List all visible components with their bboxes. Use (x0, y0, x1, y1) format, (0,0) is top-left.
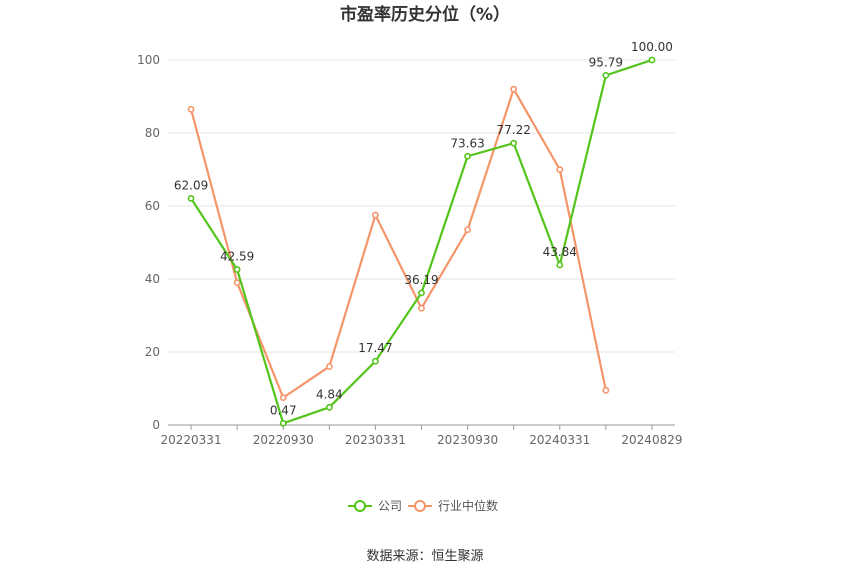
data-point-industry-median[interactable] (187, 105, 195, 113)
x-tick-label: 20220930 (253, 433, 314, 447)
series-line-company (190, 58, 653, 425)
series-line-industry-median (189, 88, 607, 399)
data-point-industry-median[interactable] (464, 226, 471, 234)
data-point-company[interactable] (602, 71, 610, 79)
x-tick-label: 20220331 (161, 433, 222, 447)
y-tick-label: 80 (145, 126, 160, 140)
data-point-industry-median[interactable] (556, 166, 564, 173)
data-point-company[interactable] (325, 403, 333, 411)
gridlines (168, 59, 675, 353)
data-point-company[interactable] (510, 139, 518, 147)
data-point-industry-median[interactable] (279, 394, 287, 402)
data-point-company[interactable] (418, 289, 425, 297)
legend-label: 公司 (378, 499, 402, 513)
data-point-company[interactable] (187, 194, 195, 202)
data-point-company[interactable] (372, 357, 379, 365)
data-label: 42.59 (220, 250, 254, 264)
data-point-company[interactable] (648, 56, 656, 64)
y-tick-label: 100 (137, 53, 160, 67)
data-label: 36.19 (404, 273, 438, 287)
y-tick-label: 40 (145, 272, 160, 286)
data-label: 73.63 (450, 136, 484, 150)
data-point-industry-median[interactable] (325, 363, 333, 370)
data-point-industry-median[interactable] (418, 304, 425, 312)
source-note: 数据来源：恒生聚源 (366, 549, 483, 564)
data-point-industry-median[interactable] (602, 386, 610, 394)
y-tick-label: 0 (152, 418, 160, 432)
data-point-industry-median[interactable] (372, 211, 379, 219)
legend-label: 行业中位数 (438, 498, 498, 513)
data-label: 62.09 (174, 178, 208, 192)
series-lines (187, 56, 656, 427)
y-tick-label: 20 (145, 345, 160, 359)
legend-item-industry-median[interactable]: 行业中位数 (408, 498, 498, 513)
data-label: 77.22 (497, 123, 531, 137)
legend-marker-icon (354, 500, 366, 512)
data-label: 4.84 (316, 387, 343, 401)
x-tick-label: 20230331 (345, 433, 406, 447)
data-point-industry-median[interactable] (233, 279, 241, 287)
data-point-company[interactable] (464, 152, 471, 160)
legend[interactable]: 公司 行业中位数 (348, 498, 498, 513)
chart-title: 市盈率历史分位（%） (340, 4, 510, 25)
x-tick-label: 20230930 (437, 433, 498, 447)
data-label: 95.79 (589, 55, 623, 69)
data-point-industry-median[interactable] (510, 85, 518, 93)
data-label: 0.47 (270, 403, 297, 417)
data-label: 100.00 (631, 40, 673, 54)
axes: 0 20 40 60 80 100 20220331 20220930 20230331 2023… (137, 53, 682, 447)
data-labels: 62.09 42.59 0.47 4.84 17.47 36.19 73.63 77.22 43… (174, 40, 673, 417)
data-point-company[interactable] (556, 261, 564, 269)
x-tick-label: 20240331 (529, 433, 590, 447)
data-label: 17.47 (358, 341, 392, 355)
data-point-company[interactable] (279, 419, 287, 427)
data-point-company[interactable] (233, 266, 241, 273)
data-label: 43.84 (543, 245, 577, 259)
legend-item-company[interactable]: 公司 (348, 499, 402, 513)
y-tick-label: 60 (145, 199, 160, 213)
legend-marker-icon (414, 500, 426, 512)
x-tick-label: 20240829 (621, 433, 682, 447)
